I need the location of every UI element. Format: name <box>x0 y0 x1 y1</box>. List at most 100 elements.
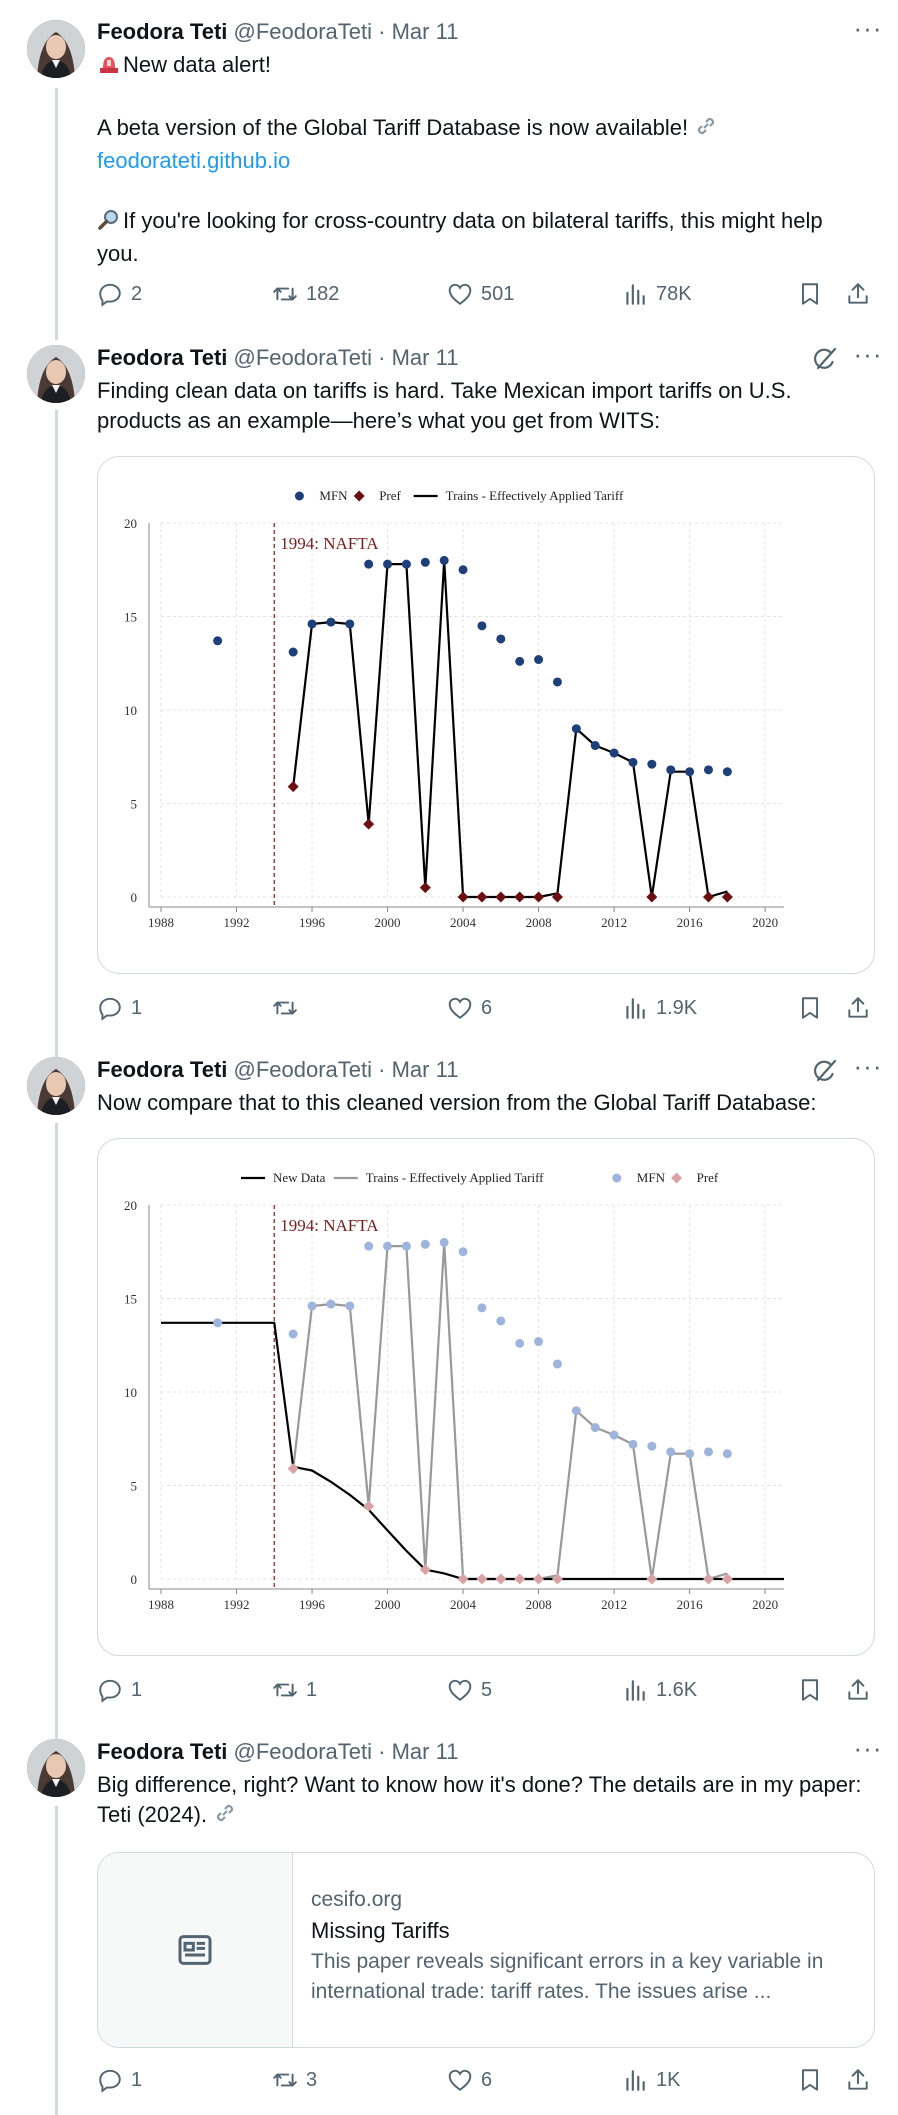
legend-label: Trains - Effectively Applied Tariff <box>446 488 624 503</box>
reply-icon <box>99 283 121 307</box>
pref-point <box>495 891 507 903</box>
author-handle[interactable]: @FeodoraTeti <box>233 19 373 44</box>
card-body: cesifo.org Missing Tariffs This paper re… <box>311 1885 856 2007</box>
mfn-point <box>628 757 638 767</box>
pref-point <box>702 891 714 903</box>
author-handle[interactable]: @FeodoraTeti <box>233 345 373 370</box>
mfn-point <box>722 1449 732 1459</box>
views-button[interactable]: 1K <box>622 2065 680 2095</box>
grok-icon[interactable] <box>810 1056 840 1086</box>
y-tick-label: 15 <box>124 610 137 625</box>
like-button[interactable]: 501 <box>447 279 514 309</box>
author-name[interactable]: Feodora Teti <box>97 345 228 370</box>
y-tick-label: 20 <box>124 516 137 531</box>
tweet-header: Feodora Teti @FeodoraTeti · Mar 11 <box>97 18 458 46</box>
share-button[interactable] <box>845 1675 879 1705</box>
external-link[interactable]: feodorateti.github.io <box>97 148 291 173</box>
more-options-button[interactable]: ··· <box>853 1051 883 1081</box>
tweet-date[interactable]: Mar 11 <box>391 19 459 44</box>
avatar[interactable] <box>27 1057 85 1115</box>
more-options-button[interactable]: ··· <box>853 13 883 43</box>
grok-icon[interactable] <box>810 344 840 374</box>
author-handle[interactable]: @FeodoraTeti <box>233 1739 373 1764</box>
avatar[interactable] <box>27 20 85 78</box>
tweet-body: Big difference, right? Want to know how … <box>97 1772 862 1827</box>
repost-count: 182 <box>306 282 340 305</box>
pref-point <box>476 1573 488 1585</box>
pref-point <box>646 1573 658 1585</box>
legend-label: MFN <box>319 488 348 503</box>
pref-point <box>646 891 658 903</box>
view-count: 1K <box>656 2068 681 2091</box>
mfn-point <box>288 647 298 657</box>
tweet[interactable]: Feodora Teti @FeodoraTeti · Mar 11 ··· N… <box>0 1042 898 1740</box>
repost-button[interactable] <box>272 993 306 1023</box>
author-name[interactable]: Feodora Teti <box>97 19 228 44</box>
bookmark-button[interactable] <box>797 2065 831 2095</box>
tweet-date[interactable]: Mar 11 <box>391 1057 459 1082</box>
views-button[interactable]: 78K <box>622 279 692 309</box>
link-card[interactable]: cesifo.org Missing Tariffs This paper re… <box>97 1852 875 2048</box>
avatar[interactable] <box>27 1739 85 1797</box>
like-button[interactable]: 6 <box>447 2065 492 2095</box>
mfn-point <box>288 1329 298 1339</box>
thread-line <box>55 1806 58 2115</box>
repost-button[interactable]: 182 <box>272 279 339 309</box>
like-button[interactable]: 6 <box>447 993 492 1023</box>
avatar[interactable] <box>27 345 85 403</box>
bookmark-button[interactable] <box>797 1675 831 1705</box>
bookmark-button[interactable] <box>797 993 831 1023</box>
share-button[interactable] <box>845 279 879 309</box>
legend-label: New Data <box>273 1170 326 1185</box>
bookmark-button[interactable] <box>797 279 831 309</box>
y-tick-label: 15 <box>124 1292 137 1307</box>
chart-image[interactable]: 0 5 10 15 20 1988 1992 1996 2000 2004 2008 2012 2016… <box>97 456 875 974</box>
view-count: 1.6K <box>656 1678 698 1701</box>
legend-label: MFN <box>637 1170 666 1185</box>
author-name[interactable]: Feodora Teti <box>97 1057 228 1082</box>
pref-point <box>476 891 488 903</box>
tweet[interactable]: Feodora Teti @FeodoraTeti · Mar 11 ··· F… <box>0 330 898 1042</box>
series-line <box>292 559 728 899</box>
mfn-point <box>420 557 430 567</box>
tweet-date[interactable]: Mar 11 <box>391 345 459 370</box>
reply-button[interactable]: 1 <box>97 2065 142 2095</box>
thread-line <box>55 88 58 340</box>
x-tick-label: 1988 <box>148 915 174 930</box>
more-options-button[interactable]: ··· <box>853 1733 883 1763</box>
like-button[interactable]: 5 <box>447 1675 492 1705</box>
views-button[interactable]: 1.6K <box>622 1675 697 1705</box>
views-button[interactable]: 1.9K <box>622 993 697 1023</box>
x-tick-label: 2016 <box>677 915 704 930</box>
repost-icon <box>273 287 297 301</box>
more-options-button[interactable]: ··· <box>853 339 883 369</box>
author-handle[interactable]: @FeodoraTeti <box>233 1057 373 1082</box>
repost-button[interactable]: 3 <box>272 2065 317 2095</box>
reply-button[interactable]: 1 <box>97 993 142 1023</box>
tweet[interactable]: Feodora Teti @FeodoraTeti · Mar 11 ··· N… <box>0 0 898 330</box>
reply-button[interactable]: 1 <box>97 1675 142 1705</box>
chart-image[interactable]: 0 5 10 15 20 1988 1992 1996 2000 2004 2008 2012 2016… <box>97 1138 875 1656</box>
tweet-actions: 1 1 5 1.6K <box>97 1675 877 1705</box>
author-name[interactable]: Feodora Teti <box>97 1739 228 1764</box>
share-button[interactable] <box>845 2065 879 2095</box>
nafta-label: 1994: NAFTA <box>280 534 379 553</box>
x-tick-label: 2012 <box>601 1597 627 1612</box>
tariff-chart-gtd: 0 5 10 15 20 1988 1992 1996 2000 2004 2008 2012 2016… <box>124 1170 784 1612</box>
pref-point <box>533 891 545 903</box>
analytics-icon <box>626 2070 645 2091</box>
mfn-point <box>685 1449 695 1459</box>
mfn-point <box>458 565 468 575</box>
tweet-date[interactable]: Mar 11 <box>391 1739 459 1764</box>
tweet[interactable]: Feodora Teti @FeodoraTeti · Mar 11 ··· B… <box>0 1724 898 2115</box>
heart-icon <box>448 1679 472 1701</box>
mfn-point <box>666 765 676 775</box>
mfn-point <box>401 1241 411 1251</box>
mfn-point <box>571 1406 581 1416</box>
link-icon <box>694 114 718 146</box>
mfn-point <box>703 1447 713 1457</box>
repost-button[interactable]: 1 <box>272 1675 317 1705</box>
reply-button[interactable]: 2 <box>97 279 142 309</box>
x-tick-label: 2008 <box>526 1597 552 1612</box>
share-button[interactable] <box>845 993 879 1023</box>
